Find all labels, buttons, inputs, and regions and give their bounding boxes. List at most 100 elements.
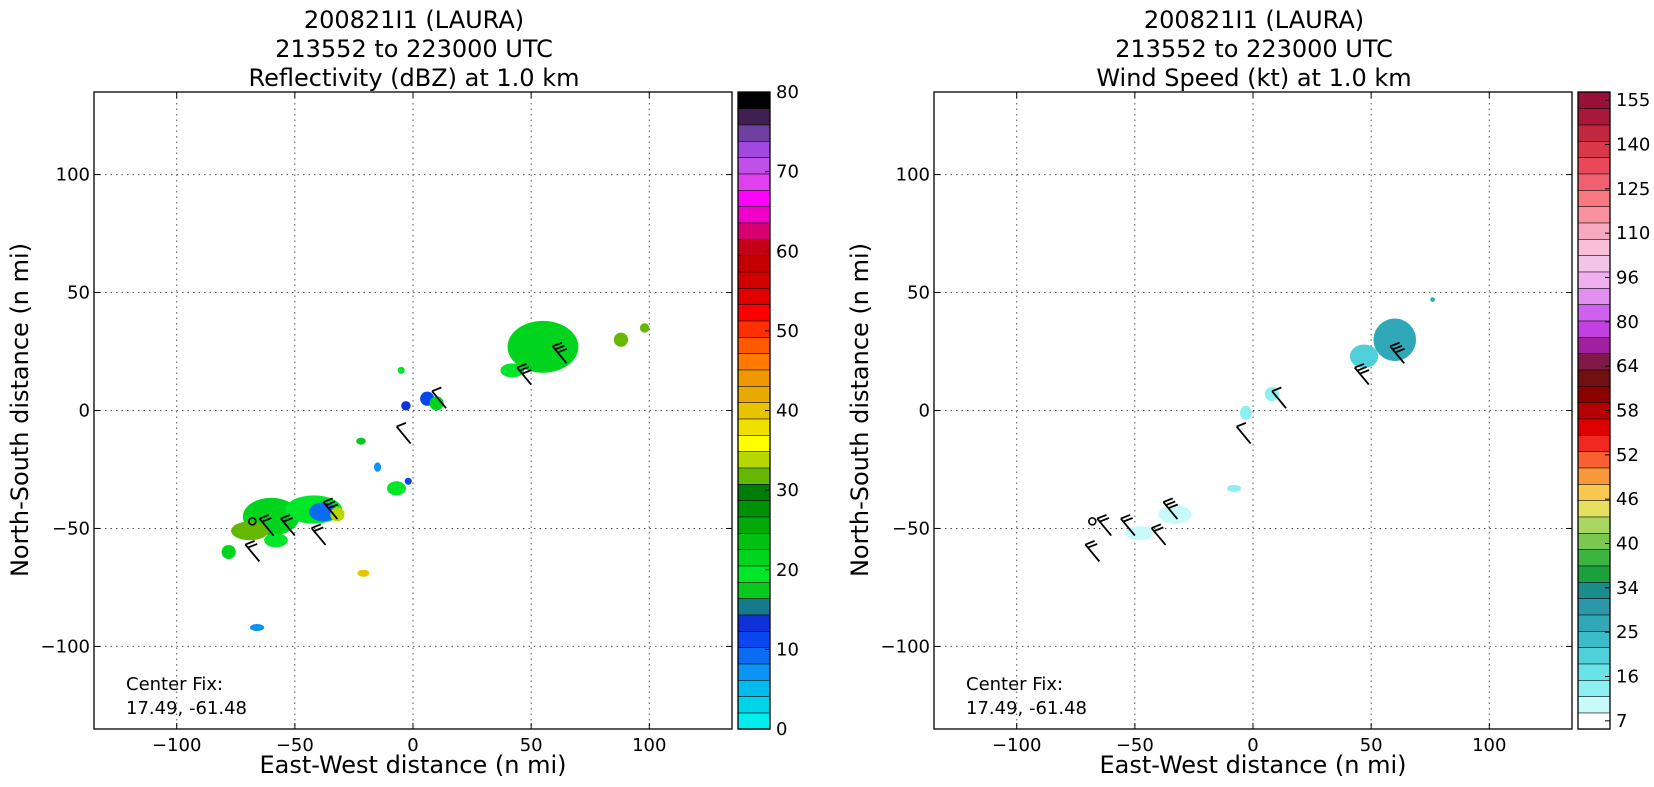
colorbar-segment	[1577, 483, 1611, 501]
heatmap-cell	[264, 533, 288, 548]
x-tick-label: −50	[276, 735, 314, 756]
colorbar: 0 10 20 30 40 50 60 70 80	[737, 82, 799, 740]
wind-barb-feather	[311, 523, 322, 529]
x-axis-label: East-West distance (n mi)	[1099, 751, 1406, 779]
wind-barb-staff	[1120, 518, 1136, 537]
wind-barb-staff	[322, 501, 339, 520]
colorbar-tick-label: 80	[776, 82, 799, 103]
colorbar-segment	[737, 385, 771, 403]
heatmap-cell	[1240, 405, 1252, 420]
chart-title-line1: 200821I1 (LAURA)	[1144, 6, 1364, 34]
heatmap-cell	[639, 323, 650, 333]
heatmap-cell	[507, 320, 579, 373]
heatmap-cell	[249, 624, 265, 632]
colorbar-segment	[1577, 467, 1611, 485]
wind-barb-feather	[1394, 347, 1405, 354]
colorbar-tick-label: 155	[1616, 90, 1650, 111]
chart-title-line3: Reflectivity (dBZ) at 1.0 km	[249, 64, 580, 92]
colorbar-segment	[737, 353, 771, 371]
colorbar-tick-label: 0	[776, 719, 787, 740]
y-tick-label: −50	[892, 518, 930, 539]
wind-barb-feather	[259, 514, 270, 520]
colorbar-segment	[737, 516, 771, 534]
wind-barb-feather	[1120, 514, 1131, 520]
wind-barb-staff	[1389, 345, 1405, 364]
wind-barb-feather	[1389, 341, 1400, 348]
center-fix-label: Center Fix:	[126, 674, 223, 695]
wind-barb-feather	[1085, 540, 1096, 546]
heatmap-cell	[356, 437, 366, 445]
center-fix-label: Center Fix:	[966, 674, 1063, 695]
colorbar-segment	[737, 369, 771, 387]
wind-barb-staff	[1084, 543, 1101, 563]
chart-title-line1: 200821I1 (LAURA)	[304, 6, 524, 34]
grid-lines	[934, 92, 1572, 729]
wind-barb-feather	[1099, 517, 1110, 523]
heatmap-cell	[357, 569, 370, 577]
wind-barb-staff	[310, 527, 327, 546]
colorbar-tick-label: 40	[776, 401, 799, 422]
wind-barb-feather	[261, 517, 272, 523]
wind-barb-feather	[1096, 514, 1107, 520]
colorbar-segment	[1577, 663, 1611, 681]
colorbar-segment	[1577, 532, 1611, 550]
colorbar-segment	[737, 320, 771, 338]
colorbar-segment	[737, 549, 771, 567]
wind-barbs	[1084, 341, 1405, 563]
colorbar-segment	[1577, 271, 1611, 289]
colorbar-tick-label: 20	[776, 560, 799, 581]
heatmap-cell	[387, 481, 406, 496]
wind-speed-panel: 200821I1 (LAURA) 213552 to 223000 UTC Wi…	[846, 6, 1650, 779]
data-layer	[221, 320, 650, 632]
colorbar-segment	[737, 581, 771, 599]
colorbar-segment	[737, 598, 771, 616]
wind-barb-staff	[1235, 426, 1252, 445]
wind-barb-feather	[247, 543, 258, 549]
colorbar-segment	[737, 287, 771, 305]
colorbar-tick-label: 40	[1616, 534, 1639, 555]
wind-barb-feather	[325, 500, 336, 506]
colorbar-tick-label: 34	[1616, 578, 1639, 599]
colorbar-segment	[1577, 255, 1611, 273]
axis-ticks: −100 −50 0 50 100 −100 −50 0 50 100	[41, 92, 732, 756]
colorbar-segment	[1577, 696, 1611, 714]
wind-barb-feather	[396, 422, 407, 428]
colorbar-segment	[737, 532, 771, 550]
wind-barb-feather	[1163, 497, 1173, 503]
colorbar-segment	[1577, 320, 1611, 338]
center-fix-value: 17.49, -61.48	[126, 698, 247, 719]
colorbar-segment	[1577, 434, 1611, 452]
colorbar-segment	[1577, 108, 1611, 126]
colorbar-tick-label: 25	[1616, 622, 1639, 643]
colorbar-segment	[1577, 173, 1611, 191]
heatmap-cell	[231, 521, 269, 541]
wind-barb-feather	[1354, 363, 1365, 369]
center-fix-marker	[1088, 517, 1097, 526]
colorbar-segment	[1577, 385, 1611, 403]
colorbar-segment	[737, 336, 771, 354]
colorbar-segment	[737, 91, 771, 109]
wind-barb-feather	[1087, 543, 1098, 549]
axis-ticks: −100 −50 0 50 100 −100 −50 0 50 100	[881, 92, 1572, 756]
heatmap-cell	[1373, 318, 1417, 361]
colorbar-tick-label: 52	[1616, 445, 1639, 466]
wind-barb-feather	[431, 386, 442, 393]
colorbar-segment	[737, 614, 771, 632]
colorbar-segment	[737, 467, 771, 485]
grid-lines	[94, 92, 732, 729]
y-tick-label: 0	[919, 401, 930, 422]
colorbar-segment	[737, 451, 771, 469]
wind-barb-feather	[1392, 344, 1403, 351]
y-axis-label: North-South distance (n mi)	[6, 243, 34, 577]
colorbar-segment	[1577, 353, 1611, 371]
y-tick-label: 50	[907, 283, 930, 304]
colorbar-segment	[1577, 140, 1611, 158]
data-layer	[1088, 297, 1435, 541]
colorbar-segment	[737, 222, 771, 240]
heatmap-cell	[1349, 344, 1379, 369]
colorbar-tick-label: 70	[776, 162, 799, 183]
colorbar-segment	[1577, 598, 1611, 616]
colorbar-segment	[1577, 614, 1611, 632]
colorbar-segment	[1577, 630, 1611, 648]
wind-barb-feather	[328, 503, 339, 510]
